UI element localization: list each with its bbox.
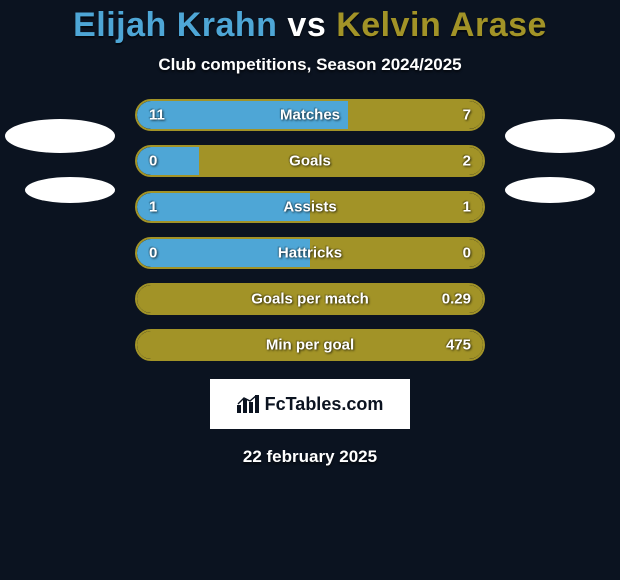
footer-brand: FcTables.com: [265, 394, 384, 415]
date-text: 22 february 2025: [243, 447, 377, 467]
avatar-p2-bottom: [505, 177, 595, 203]
stat-row: 475Min per goal: [135, 329, 485, 361]
comparison-infographic: Elijah Krahn vs Kelvin Arase Club compet…: [0, 0, 620, 580]
stat-label: Min per goal: [137, 337, 483, 354]
player1-name: Elijah Krahn: [73, 6, 277, 44]
stat-label: Hattricks: [137, 245, 483, 262]
bars-icon: [237, 395, 259, 413]
footer-logo: FcTables.com: [210, 379, 410, 429]
stat-label: Goals: [137, 153, 483, 170]
stat-label: Matches: [137, 107, 483, 124]
avatar-p1-bottom: [25, 177, 115, 203]
stat-label: Goals per match: [137, 291, 483, 308]
stat-row: 117Matches: [135, 99, 485, 131]
stat-row: 02Goals: [135, 145, 485, 177]
subtitle: Club competitions, Season 2024/2025: [158, 55, 461, 75]
stats-container: 117Matches 02Goals 11Assists 00Hattricks 0.2…: [135, 99, 485, 361]
vs-text: vs: [287, 6, 326, 44]
player2-name: Kelvin Arase: [336, 6, 547, 44]
stat-row: 0.29Goals per match: [135, 283, 485, 315]
page-title: Elijah Krahn vs Kelvin Arase: [73, 6, 547, 45]
avatar-p2-top: [505, 119, 615, 153]
stat-label: Assists: [137, 199, 483, 216]
stat-row: 11Assists: [135, 191, 485, 223]
avatar-p1-top: [5, 119, 115, 153]
stat-row: 00Hattricks: [135, 237, 485, 269]
